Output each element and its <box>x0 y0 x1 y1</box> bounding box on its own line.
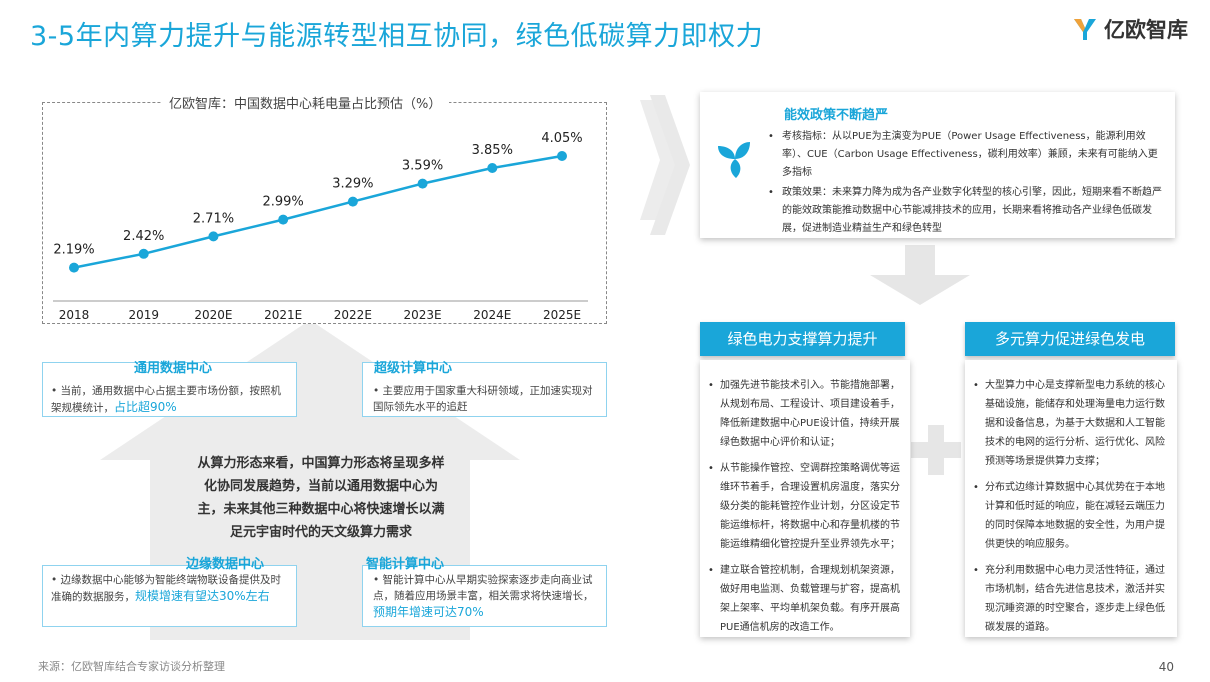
card-general-text: • 当前，通用数据中心占据主要市场份额，按照机架规模统计，占比超90% <box>51 385 282 414</box>
data-point <box>69 262 79 273</box>
card-super-datacenter: • 主要应用于国家重大科研领域，正加速实现对国际领先水平的追赶 <box>362 362 607 417</box>
card-smart-datacenter: • 智能计算中心从早期实验探索逐步走向商业试点，随着应用场景丰富，相关需求将快速… <box>362 565 607 627</box>
card-super-title: 超级计算中心 <box>374 361 453 376</box>
data-label: 3.59% <box>402 159 443 174</box>
card-edge-body: 边缘数据中心能够为智能终端物联设备提供及时准确的数据服务， <box>51 574 282 603</box>
data-label: 4.05% <box>541 131 582 146</box>
policy-list: 考核指标：从以PUE为主演变为PUE（Power Usage Effective… <box>768 128 1166 240</box>
x-tick-label: 2019 <box>128 308 159 322</box>
card-smart-body: 智能计算中心从早期实验探索逐步走向商业试点，随着应用场景丰富，相关需求将快速增长… <box>373 574 594 602</box>
x-tick-label: 2025E <box>543 308 581 322</box>
leaf-icon <box>718 142 750 178</box>
card-super-body: 主要应用于国家重大科研领域，正加速实现对国际领先水平的追赶 <box>373 385 593 413</box>
data-label: 2.99% <box>262 195 303 210</box>
green-power-panel: 加强先进节能技术引入。节能措施部署，从规划布局、工程设计、项目建设着手，降低新建… <box>700 360 910 637</box>
data-label: 3.29% <box>332 177 373 192</box>
yiou-logo-icon <box>1074 19 1096 40</box>
list-item: 大型算力中心是支撑新型电力系统的核心基础设施，能储存和处理海量电力运行数据和设备… <box>973 376 1169 471</box>
card-general-highlight: 占比超90% <box>114 400 177 414</box>
list-item: 从节能操作管控、空调群控策略调优等运维环节着手，合理设置机房温度，落实分级分类的… <box>708 459 902 554</box>
x-tick-label: 2024E <box>473 308 511 322</box>
x-tick-label: 2023E <box>404 308 442 322</box>
logo-text: 亿欧智库 <box>1104 18 1188 42</box>
data-label: 2.19% <box>53 243 94 258</box>
source-note: 来源：亿欧智库结合专家访谈分析整理 <box>38 660 225 673</box>
list-item: 充分利用数据中心电力灵活性特征，通过市场机制，结合先进信息技术，激活并实现沉睡资… <box>973 561 1169 637</box>
data-point <box>557 151 567 161</box>
logo: 亿欧智库 <box>1072 14 1188 44</box>
series-line <box>73 154 563 269</box>
policy-item: 考核指标：从以PUE为主演变为PUE（Power Usage Effective… <box>768 128 1166 182</box>
list-item: 建立联合管控机制，合理规划机架资源，做好用电监测、负载管理与扩容，提高机架上架率… <box>708 561 902 637</box>
data-point <box>417 178 428 189</box>
x-tick-label: 2020E <box>194 308 232 322</box>
page-title: 3-5年内算力提升与能源转型相互协同，绿色低碳算力即权力 <box>30 21 764 52</box>
line-chart: 2.19% 2018 2.42% 2019 2.71% 2020E 2.99% 2021E 3.… <box>53 131 588 322</box>
data-point <box>278 214 289 225</box>
data-point <box>347 196 358 207</box>
green-power-list: 加强先进节能技术引入。节能措施部署，从规划布局、工程设计、项目建设着手，降低新建… <box>708 376 902 644</box>
multi-power-header: 多元算力促进绿色发电 <box>965 322 1175 356</box>
card-edge-highlight: 规模增速有望达30%左右 <box>135 589 270 603</box>
list-item: 加强先进节能技术引入。节能措施部署，从规划布局、工程设计、项目建设着手，降低新建… <box>708 376 902 452</box>
card-general-body: 当前，通用数据中心占据主要市场份额，按照机架规模统计， <box>51 385 282 414</box>
multi-power-panel: 大型算力中心是支撑新型电力系统的核心基础设施，能储存和处理海量电力运行数据和设备… <box>965 360 1177 637</box>
chart-container: 亿欧智库：中国数据中心耗电量占比预估（%） 2.19% 2018 2.42% 2019… <box>42 93 607 324</box>
policy-panel: 能效政策不断趋严 考核指标：从以PUE为主演变为PUE（Power Usage … <box>700 92 1175 238</box>
card-edge-datacenter: • 边缘数据中心能够为智能终端物联设备提供及时准确的数据服务，规模增速有望达30… <box>42 565 297 627</box>
card-smart-highlight: 预期年增速可达70% <box>373 605 484 619</box>
card-edge-title: 边缘数据中心 <box>186 557 265 572</box>
card-smart-title: 智能计算中心 <box>366 557 445 572</box>
card-general-title: 通用数据中心 <box>134 361 213 376</box>
x-tick-label: 2018 <box>59 308 90 322</box>
x-tick-label: 2022E <box>334 308 372 322</box>
center-text: 从算力形态来看，中国算力形态将呈现多样化协同发展趋势，当前以通用数据中心为主，未… <box>197 456 445 540</box>
card-edge-text: • 边缘数据中心能够为智能终端物联设备提供及时准确的数据服务，规模增速有望达30… <box>51 574 282 603</box>
x-tick-label: 2021E <box>264 308 302 322</box>
card-smart-text: • 智能计算中心从早期实验探索逐步走向商业试点，随着应用场景丰富，相关需求将快速… <box>373 574 594 619</box>
data-label: 2.71% <box>193 211 234 226</box>
green-power-header: 绿色电力支撑算力提升 <box>700 322 905 356</box>
data-point <box>138 248 149 259</box>
data-label: 3.85% <box>472 143 513 158</box>
multi-power-list: 大型算力中心是支撑新型电力系统的核心基础设施，能储存和处理海量电力运行数据和设备… <box>973 376 1169 644</box>
card-super-text: • 主要应用于国家重大科研领域，正加速实现对国际领先水平的追赶 <box>373 385 593 413</box>
policy-item: 政策效果：未来算力降为成为各产业数字化转型的核心引擎，因此，短期来看不断趋严的能… <box>768 184 1166 238</box>
card-general-datacenter: • 当前，通用数据中心占据主要市场份额，按照机架规模统计，占比超90% <box>42 362 297 417</box>
data-point <box>487 163 498 173</box>
data-label: 2.42% <box>123 229 164 244</box>
list-item: 分布式边缘计算数据中心其优势在于本地计算和低时延的响应，能在减轻云端压力的同时保… <box>973 478 1169 554</box>
data-point <box>208 231 219 242</box>
policy-title: 能效政策不断趋严 <box>784 108 889 123</box>
chart-title: 亿欧智库：中国数据中心耗电量占比预估（%） <box>161 93 450 112</box>
page-number: 40 <box>1158 660 1174 674</box>
